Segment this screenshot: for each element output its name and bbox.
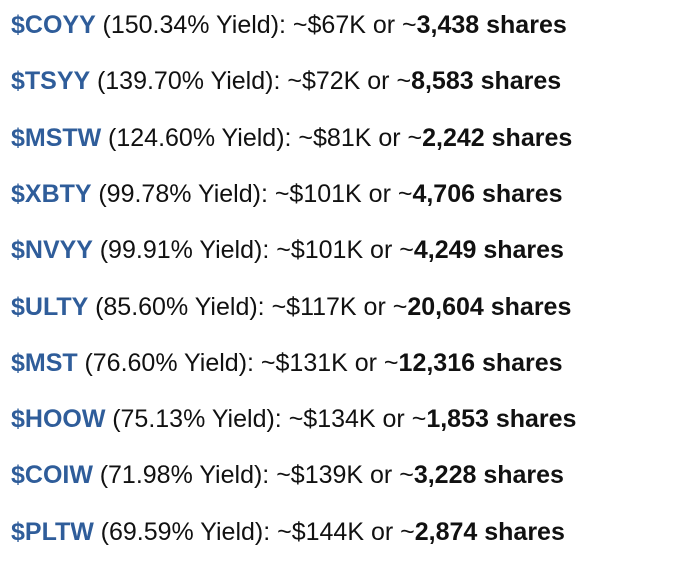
- yield-detail: (85.60% Yield): ~$117K or ~: [95, 292, 408, 321]
- list-line: $TSYY (139.70% Yield): ~$72K or ~8,583 sh…: [11, 61, 561, 101]
- ticker: $MSTW: [11, 123, 102, 152]
- yield-detail: (150.34% Yield): ~$67K or ~: [102, 11, 417, 39]
- shares: 20,604 shares: [407, 292, 572, 321]
- list-line: $COYY (150.34% Yield): ~$67K or ~3,438 sh…: [11, 5, 567, 45]
- yield-detail: (71.98% Yield): ~$139K or ~: [99, 461, 414, 490]
- list-line: $HOOW (75.13% Yield): ~$134K or ~1,853 sh…: [11, 399, 576, 439]
- ticker: $ULTY: [11, 292, 89, 321]
- shares: 4,249 shares: [413, 236, 564, 265]
- ticker: $MST: [11, 348, 78, 377]
- yield-detail: (69.59% Yield): ~$144K or ~: [100, 517, 415, 546]
- shares: 2,874 shares: [414, 517, 565, 546]
- yield-detail: (99.78% Yield): ~$101K or ~: [98, 179, 413, 208]
- list-line: $XBTY (99.78% Yield): ~$101K or ~4,706 sh…: [11, 174, 563, 214]
- shares: 3,438 shares: [416, 11, 567, 39]
- ticker: $TSYY: [11, 67, 91, 96]
- ticker: $HOOW: [11, 405, 106, 434]
- list-line: $NVYY (99.91% Yield): ~$101K or ~4,249 sh…: [11, 230, 564, 270]
- shares: 3,228 shares: [413, 461, 564, 490]
- shares: 2,242 shares: [422, 123, 573, 152]
- yield-detail: (124.60% Yield): ~$81K or ~: [108, 123, 423, 152]
- shares: 12,316 shares: [398, 348, 563, 377]
- list-line: $MST (76.60% Yield): ~$131K or ~12,316 sh…: [11, 343, 563, 383]
- ticker: $XBTY: [11, 179, 92, 208]
- ticker: $PLTW: [11, 517, 94, 546]
- ticker: $COYY: [11, 11, 96, 39]
- list-line: $MSTW (124.60% Yield): ~$81K or ~2,242 sh…: [11, 118, 572, 158]
- ticker: $COIW: [11, 461, 93, 490]
- list-line: $PLTW (69.59% Yield): ~$144K or ~2,874 sh…: [11, 512, 565, 552]
- yield-detail: (99.91% Yield): ~$101K or ~: [99, 236, 414, 265]
- list-line: $ULTY (85.60% Yield): ~$117K or ~20,604 s…: [11, 287, 571, 327]
- yield-detail: (139.70% Yield): ~$72K or ~: [96, 67, 412, 96]
- shares: 1,853 shares: [426, 405, 577, 434]
- shares: 8,583 shares: [411, 67, 562, 96]
- ticker: $NVYY: [11, 236, 93, 265]
- yield-detail: (75.13% Yield): ~$134K or ~: [112, 405, 427, 434]
- shares: 4,706 shares: [412, 179, 563, 208]
- yield-detail: (76.60% Yield): ~$131K or ~: [84, 348, 399, 377]
- list-line: $COIW (71.98% Yield): ~$139K or ~3,228 sh…: [11, 455, 564, 495]
